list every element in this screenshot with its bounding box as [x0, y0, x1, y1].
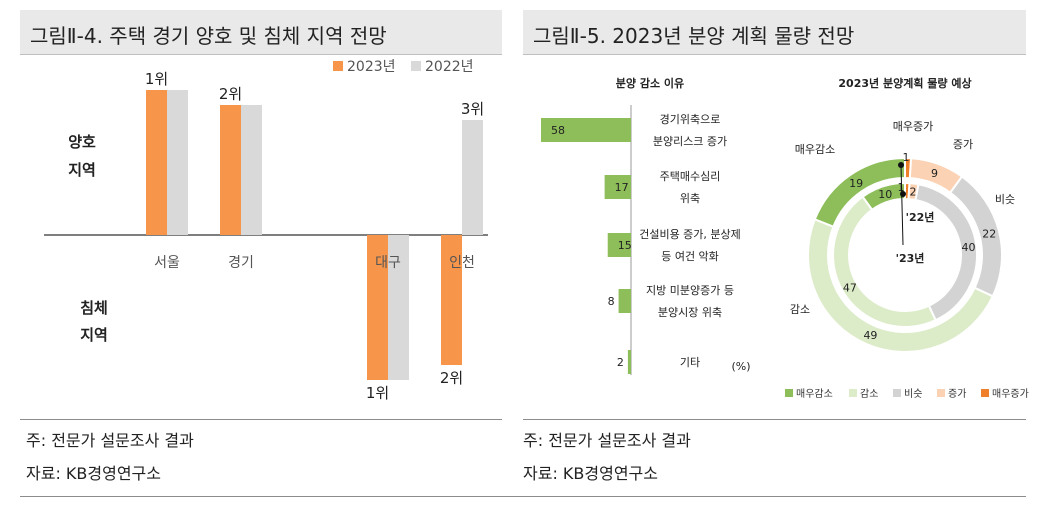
label-22: '22년 — [906, 210, 935, 224]
hbar-category: 경기위축으로 — [660, 113, 721, 126]
bar-2022-경기 — [241, 105, 262, 235]
hbar-unit: (%) — [731, 360, 750, 373]
hbar-category: 등 여건 악화 — [661, 250, 719, 263]
hbar-category: 위축 — [680, 192, 700, 205]
left-panel-header: 그림Ⅱ-4. 주택 경기 양호 및 침체 지역 전망 — [20, 10, 502, 55]
legend-swatch-매우증가 — [981, 389, 989, 397]
rank-label: 1위 — [366, 384, 389, 402]
legend-label-2023: 2023년 — [347, 59, 396, 75]
inner-value: 2 — [910, 186, 917, 199]
hbar-2 — [607, 233, 631, 257]
outer-value: 49 — [863, 329, 877, 342]
hbar-value: 17 — [615, 181, 629, 194]
legend-label-증가: 증가 — [948, 388, 966, 400]
bar-2022-서울 — [167, 90, 188, 235]
hbar-category: 건설비용 증가, 분상제 — [639, 228, 741, 241]
bar-2023-경기 — [220, 105, 241, 235]
hbar-value: 8 — [608, 295, 615, 308]
hbar-category: 주택매수심리 — [660, 170, 721, 183]
right-note: 주: 전문가 설문조사 결과 — [523, 431, 691, 450]
rank-label: 2위 — [440, 369, 463, 387]
legend-swatch-2023 — [333, 61, 343, 71]
hbar-category: 기타 — [680, 356, 700, 369]
inner-value: 10 — [878, 188, 892, 201]
rank-label: 2위 — [219, 85, 242, 103]
hbar-category: 분양리스크 증가 — [653, 135, 727, 148]
legend-label-2022: 2022년 — [425, 59, 474, 75]
legend-swatch-매우감소 — [785, 389, 793, 397]
right-separator — [523, 419, 1026, 420]
inner-slice-매우감소 — [861, 181, 906, 212]
good-region-label-1: 양호 — [68, 133, 96, 151]
doughnut-category-callout: 매우감소 — [795, 143, 835, 156]
left-panel-title: 그림Ⅱ-4. 주택 경기 양호 및 침체 지역 전망 — [30, 24, 387, 48]
doughnut-category-callout: 매우증가 — [893, 120, 933, 133]
bar-2022-대구 — [388, 235, 409, 380]
bar-2023-인천 — [441, 235, 462, 365]
right-panel-title: 그림Ⅱ-5. 2023년 분양 계획 물량 전망 — [533, 24, 855, 48]
legend-swatch-증가 — [937, 389, 945, 397]
legend-label-매우증가: 매우증가 — [992, 388, 1029, 400]
category-label: 서울 — [154, 255, 180, 271]
doughnut-title: 2023년 분양계획 물량 예상 — [838, 76, 971, 90]
rank-label: 3위 — [461, 100, 484, 118]
bad-region-label-1: 침체 — [80, 299, 108, 317]
category-label: 경기 — [228, 255, 254, 271]
hbar-category: 분양시장 위축 — [658, 306, 722, 319]
outer-slice-매우감소 — [813, 156, 906, 228]
legend-swatch-감소 — [849, 389, 857, 397]
hbar-category: 지방 미분양증가 등 — [646, 284, 734, 297]
legend-label-비슷: 비슷 — [904, 388, 922, 400]
legend-label-매우감소: 매우감소 — [796, 388, 833, 400]
inner-value-verysmall: 1 — [898, 181, 905, 194]
doughnut-category-callout: 감소 — [790, 303, 810, 316]
good-region-label-2: 지역 — [68, 161, 96, 179]
label-23: '23년 — [896, 251, 925, 265]
right-source: 자료: KB경영연구소 — [523, 464, 658, 483]
bad-region-label-2: 지역 — [80, 326, 108, 344]
leader-line — [900, 164, 904, 246]
inner-value: 40 — [961, 241, 975, 254]
left-note: 주: 전문가 설문조사 결과 — [26, 431, 194, 450]
outer-value: 22 — [982, 227, 996, 240]
bar-2023-대구 — [367, 235, 388, 380]
legend-swatch-비슷 — [893, 389, 901, 397]
bottom-rule — [20, 496, 1026, 497]
right-panel-header: 그림Ⅱ-5. 2023년 분양 계획 물량 전망 — [523, 10, 1026, 55]
rank-label: 1위 — [145, 70, 168, 88]
hbar-title: 분양 감소 이유 — [616, 76, 684, 90]
bar-2022-인천 — [462, 120, 483, 235]
inner-value: 47 — [843, 282, 857, 295]
hbar-1 — [604, 175, 631, 199]
marker-dot — [900, 191, 906, 197]
hbar-value: 2 — [617, 356, 624, 369]
legend-label-감소: 감소 — [860, 388, 878, 400]
left-source: 자료: KB경영연구소 — [26, 464, 161, 483]
outer-value: 19 — [849, 177, 863, 190]
bar-2023-서울 — [146, 90, 167, 235]
outer-value-verysmall: 1 — [903, 151, 910, 164]
left-separator — [20, 419, 502, 420]
hbar-4 — [627, 350, 631, 374]
hbar-value: 15 — [618, 239, 632, 252]
category-label: 인천 — [449, 255, 475, 271]
legend-swatch-2022 — [411, 61, 421, 71]
hbar-3 — [618, 289, 631, 313]
category-label: 대구 — [375, 255, 401, 271]
hbar-0 — [541, 118, 631, 142]
doughnut-category-callout: 비슷 — [995, 193, 1015, 206]
doughnut-category-callout: 증가 — [953, 138, 973, 151]
outer-value: 9 — [931, 167, 938, 180]
hbar-value: 58 — [551, 124, 565, 137]
